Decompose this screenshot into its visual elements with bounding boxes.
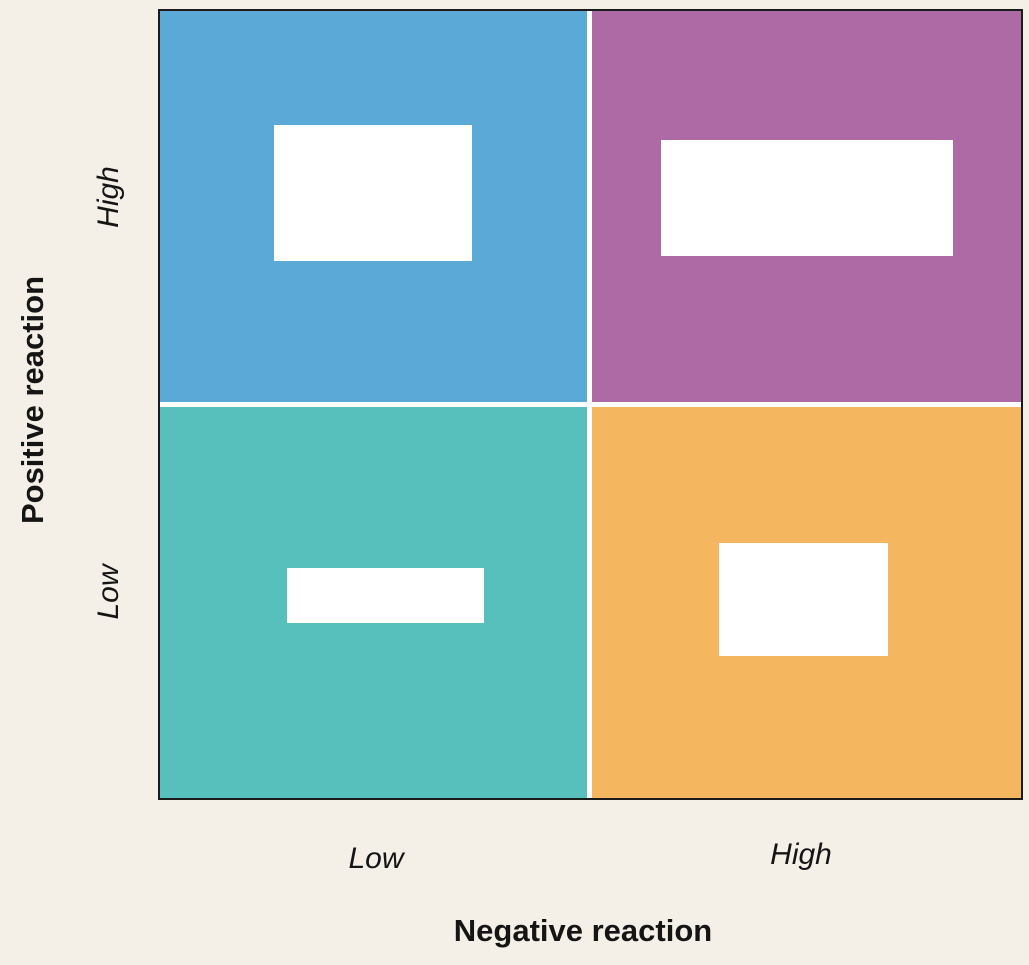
blank-label-box-top-right [661,140,953,256]
quadrant-top-right [592,11,1021,402]
blank-label-box-bottom-right [719,543,888,656]
x-tick-low: Low [348,842,404,875]
blank-label-box-bottom-left [287,568,484,623]
y-tick-low: Low [92,564,125,620]
y-axis-title: Positive reaction [15,275,50,525]
x-axis-title: Negative reaction [453,913,713,948]
y-tick-high: High [92,166,125,228]
x-tick-high: High [770,838,832,871]
quadrant-top-left [160,11,587,402]
quadrant-bottom-right [592,407,1021,798]
quadrant-bottom-left [160,407,587,798]
quadrant-matrix [158,9,1023,800]
blank-label-box-top-left [274,125,472,261]
